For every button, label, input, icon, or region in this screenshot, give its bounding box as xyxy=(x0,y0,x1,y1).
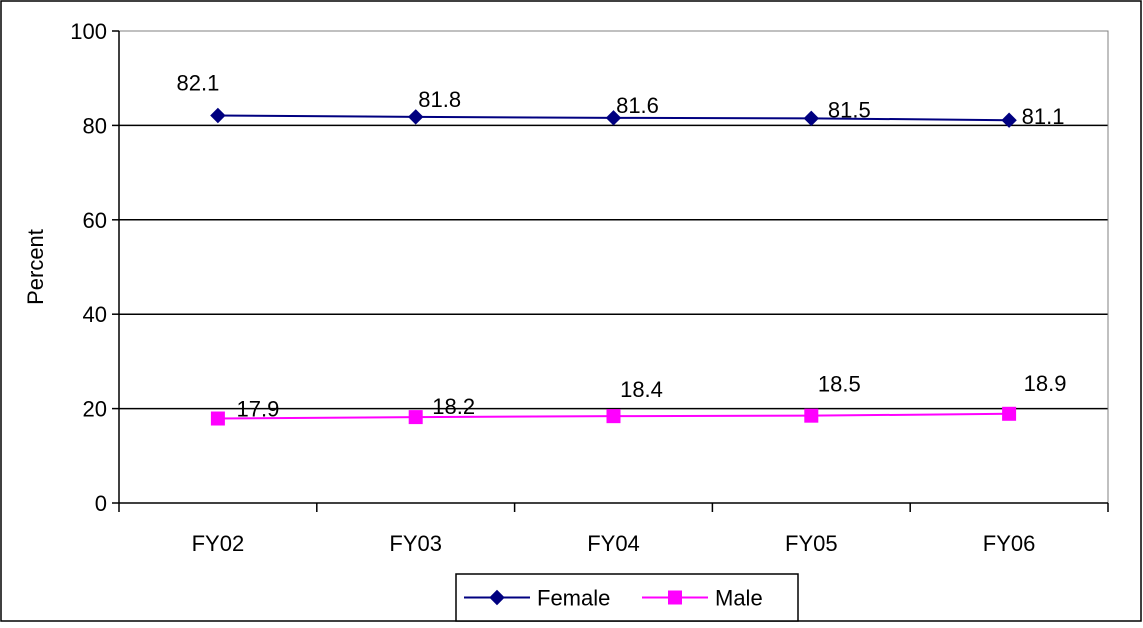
data-point xyxy=(1001,112,1017,128)
legend-item-male: Male xyxy=(642,586,763,611)
data-point xyxy=(408,410,423,425)
legend: Female Male xyxy=(455,573,799,622)
y-tick-label: 40 xyxy=(83,302,107,327)
y-tick-label: 20 xyxy=(83,397,107,422)
data-label: 18.4 xyxy=(620,377,663,402)
data-labels: 82.1 81.8 81.6 81.5 81.1 17.9 18.2 18.4 18.5 18.9 xyxy=(176,70,1066,421)
x-tick-label: FY05 xyxy=(785,531,838,556)
legend-marker xyxy=(489,589,505,606)
y-tick-label: 0 xyxy=(95,491,107,516)
data-point xyxy=(605,110,622,126)
data-point xyxy=(803,110,820,127)
data-point xyxy=(407,109,424,125)
data-label: 81.8 xyxy=(418,87,461,112)
y-tick-label: 80 xyxy=(83,113,107,138)
data-label: 81.1 xyxy=(1022,104,1065,129)
data-label: 82.1 xyxy=(176,70,219,95)
y-tick-label: 60 xyxy=(83,208,107,233)
x-tick-label: FY04 xyxy=(587,531,640,556)
legend-label: Male xyxy=(715,586,763,611)
data-point xyxy=(210,107,226,124)
axes: 0 20 40 60 80 100 FY02 FY03 FY04 FY05 FY06 xyxy=(70,19,1109,556)
data-label: 81.5 xyxy=(828,97,871,122)
data-point xyxy=(804,408,819,423)
x-tick-label: FY06 xyxy=(983,531,1036,556)
y-axis-title: Percent xyxy=(23,229,48,305)
legend-item-female: Female xyxy=(464,586,610,611)
legend-label: Female xyxy=(537,586,610,611)
y-tick-label: 100 xyxy=(70,19,107,44)
legend-marker xyxy=(668,590,682,605)
data-point xyxy=(606,409,621,424)
series-female xyxy=(210,107,1017,128)
x-tick-label: FY03 xyxy=(389,531,442,556)
data-point xyxy=(210,411,225,426)
data-label: 18.9 xyxy=(1024,371,1067,396)
data-label: 17.9 xyxy=(236,397,279,422)
series-male xyxy=(210,406,1017,426)
data-label: 18.2 xyxy=(432,394,475,419)
data-point xyxy=(1002,406,1017,421)
data-label: 81.6 xyxy=(616,93,659,118)
series-group xyxy=(210,107,1017,426)
x-tick-label: FY02 xyxy=(192,531,245,556)
data-label: 18.5 xyxy=(818,372,861,397)
